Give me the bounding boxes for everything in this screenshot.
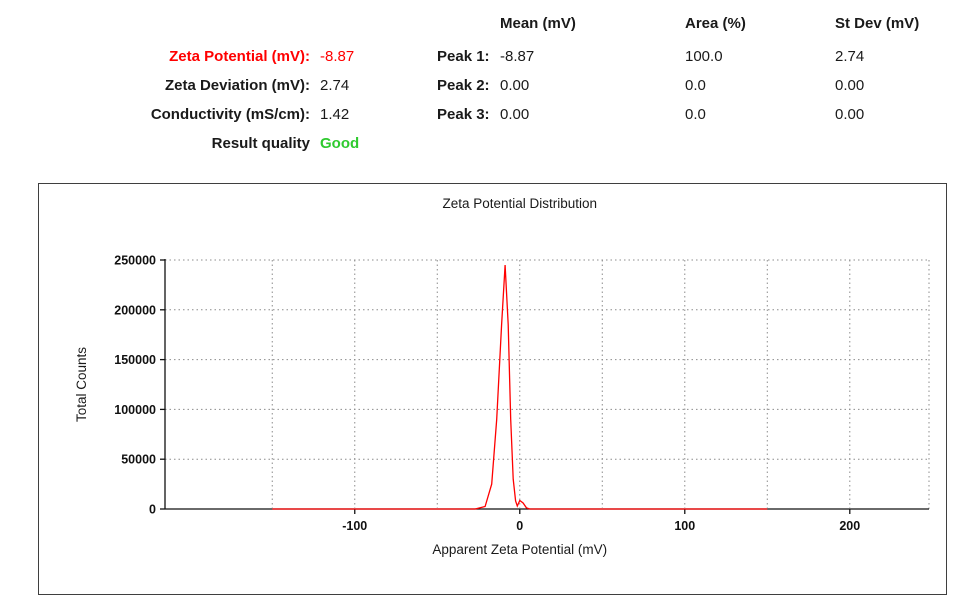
- peak2-stdev: 0.00: [835, 77, 865, 94]
- svg-text:100: 100: [674, 519, 695, 533]
- svg-text:Total Counts: Total Counts: [74, 347, 89, 422]
- spacer: [437, 129, 500, 158]
- peak3-area: 0.0: [685, 106, 706, 123]
- col-header-area: Area (%): [685, 14, 746, 32]
- results-summary: Mean (mV) Area (%) St Dev (mV) Zeta Pote…: [0, 0, 958, 158]
- svg-text:250000: 250000: [114, 254, 156, 268]
- conductivity-value: 1.42: [320, 106, 350, 123]
- chart-panel: Zeta Potential Distribution 0 50000 100000 1…: [38, 183, 947, 595]
- zeta-deviation-label: Zeta Deviation (mV):: [164, 77, 310, 94]
- peak3-stdev: 0.00: [835, 106, 865, 123]
- spacer: [310, 4, 437, 42]
- zeta-deviation-value: 2.74: [320, 77, 350, 94]
- spacer: [0, 4, 310, 42]
- svg-text:50000: 50000: [121, 453, 156, 467]
- svg-text:Apparent Zeta Potential (mV): Apparent Zeta Potential (mV): [432, 542, 607, 557]
- peak2-area: 0.0: [685, 77, 706, 94]
- peak3-mean: 0.00: [500, 106, 530, 123]
- peak1-area: 100.0: [685, 48, 723, 65]
- spacer: [437, 4, 500, 42]
- col-header-stdev: St Dev (mV): [835, 14, 920, 32]
- svg-text:0: 0: [516, 519, 523, 533]
- svg-text:Zeta Potential Distribution: Zeta Potential Distribution: [442, 196, 597, 211]
- col-header-mean: Mean (mV): [500, 14, 576, 32]
- zeta-distribution-chart: Zeta Potential Distribution 0 50000 100000 1…: [74, 196, 930, 557]
- zeta-potential-value: -8.87: [320, 48, 355, 65]
- peak3-label: Peak 3:: [437, 106, 490, 123]
- spacer: [685, 129, 835, 158]
- svg-text:200: 200: [839, 519, 860, 533]
- result-quality-label: Result quality: [211, 135, 310, 152]
- peak1-stdev: 2.74: [835, 48, 865, 65]
- result-quality-value: Good: [320, 135, 360, 152]
- peak1-mean: -8.87: [500, 48, 535, 65]
- svg-text:-100: -100: [342, 519, 367, 533]
- conductivity-label: Conductivity (mS/cm):: [150, 106, 310, 123]
- svg-text:100000: 100000: [114, 403, 156, 417]
- zeta-potential-label: Zeta Potential (mV):: [169, 48, 310, 65]
- svg-text:0: 0: [149, 503, 156, 517]
- svg-text:150000: 150000: [114, 353, 156, 367]
- peak1-label: Peak 1:: [437, 48, 490, 65]
- svg-text:200000: 200000: [114, 303, 156, 317]
- spacer: [500, 129, 685, 158]
- peak2-label: Peak 2:: [437, 77, 490, 94]
- spacer: [835, 129, 958, 158]
- peak2-mean: 0.00: [500, 77, 530, 94]
